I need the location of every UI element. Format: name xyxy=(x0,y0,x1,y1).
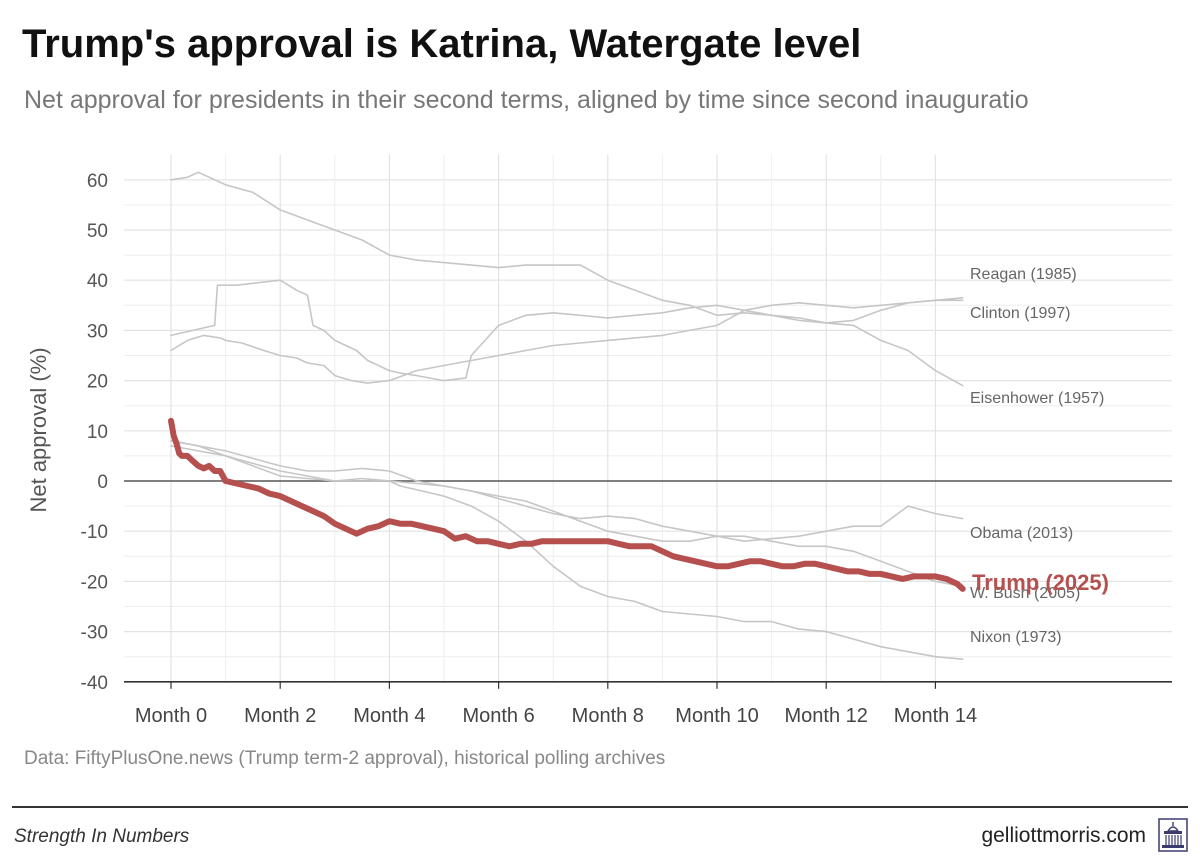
y-tick-label: -20 xyxy=(81,572,108,593)
y-axis-label: Net approval (%) xyxy=(26,347,51,512)
footer-divider xyxy=(12,806,1188,808)
data-source-note: Data: FiftyPlusOne.news (Trump term-2 ap… xyxy=(24,748,666,769)
y-tick-label: 60 xyxy=(87,171,108,192)
series-label: Nixon (1973) xyxy=(970,629,1062,646)
site-url: gelliottmorris.com xyxy=(981,824,1146,847)
brand-name: Strength In Numbers xyxy=(14,826,190,847)
series-label-trump: Trump (2025) xyxy=(972,570,1109,595)
series-line xyxy=(170,439,964,661)
y-tick-label: 50 xyxy=(87,221,108,242)
y-tick-label: -10 xyxy=(81,522,108,543)
x-tick-label: Month 10 xyxy=(675,705,758,727)
series-label: Obama (2013) xyxy=(970,525,1073,542)
y-tick-label: 10 xyxy=(87,422,108,443)
y-tick-label: 30 xyxy=(87,321,108,342)
x-tick-label: Month 2 xyxy=(244,705,316,727)
x-tick-label: Month 8 xyxy=(572,705,644,727)
series-line xyxy=(170,279,964,387)
chart-subtitle: Net approval for presidents in their sec… xyxy=(24,86,1029,114)
series-line xyxy=(170,171,964,324)
series-label: Eisenhower (1957) xyxy=(970,390,1104,407)
x-tick-label: Month 0 xyxy=(135,705,207,727)
capitol-building-icon xyxy=(1158,818,1188,852)
series-line-trump xyxy=(168,417,966,592)
series-line xyxy=(170,445,964,588)
line-chart: 60 50 40 30 20 10 0 -10 -20 -30 -40 Month 0 Month 2 M… xyxy=(26,154,1172,727)
series-line xyxy=(170,299,964,384)
x-tick-label: Month 14 xyxy=(894,705,977,727)
x-tick-label: Month 12 xyxy=(785,705,868,727)
series-label: W. Bush (2005) xyxy=(970,585,1080,602)
series-label: Reagan (1985) xyxy=(970,266,1077,283)
y-tick-label: 0 xyxy=(97,472,108,493)
x-tick-label: Month 6 xyxy=(462,705,534,727)
series-label: Clinton (1997) xyxy=(970,305,1071,322)
x-tick-label: Month 4 xyxy=(353,705,425,727)
y-tick-label: -30 xyxy=(81,623,108,644)
y-tick-label: 40 xyxy=(87,271,108,292)
y-tick-label: -40 xyxy=(81,673,108,694)
chart-title: Trump's approval is Katrina, Watergate l… xyxy=(22,22,862,66)
y-tick-label: 20 xyxy=(87,372,108,393)
